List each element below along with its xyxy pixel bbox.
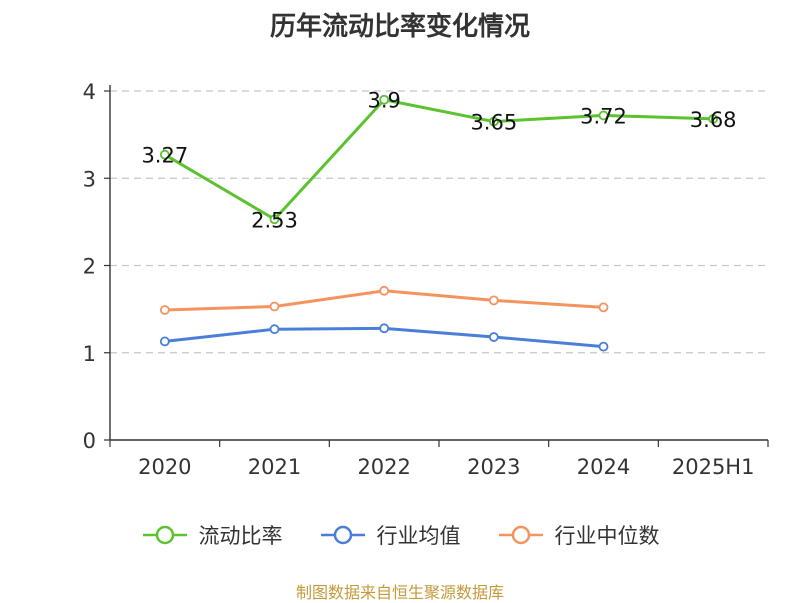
data-point[interactable] <box>488 116 499 127</box>
data-point[interactable] <box>379 323 390 334</box>
x-tick-label: 2020 <box>138 455 191 479</box>
data-label: 3.65 <box>470 111 517 135</box>
y-tick-label: 4 <box>83 80 96 104</box>
grid-lines <box>110 90 768 354</box>
y-tick-label: 2 <box>83 255 96 279</box>
legend-label: 行业中位数 <box>554 524 660 548</box>
legend-item-current-ratio[interactable]: 流动比率 <box>141 520 283 550</box>
source-note: 制图数据来自恒生聚源数据库 <box>295 583 504 602</box>
data-point[interactable] <box>708 114 719 124</box>
data-point[interactable] <box>488 295 499 306</box>
legend-label: 行业均值 <box>376 524 461 548</box>
data-point[interactable] <box>598 110 609 121</box>
data-label: 3.72 <box>580 104 627 128</box>
data-label: 3.68 <box>690 108 737 132</box>
chart-title: 历年流动比率变化情况 <box>269 12 530 42</box>
legend-item-industry-average[interactable]: 行业均值 <box>319 520 461 550</box>
data-point[interactable] <box>159 149 170 160</box>
legend-item-industry-median[interactable]: 行业中位数 <box>497 520 660 550</box>
x-tick-label: 2021 <box>248 455 301 479</box>
y-tick-label: 1 <box>83 342 96 366</box>
data-point[interactable] <box>379 94 390 105</box>
data-point[interactable] <box>379 285 390 296</box>
y-tick-label: 0 <box>83 429 96 453</box>
data-point[interactable] <box>598 302 609 313</box>
axes: 0 1 2 3 4 2020 2021 2022 2023 2024 2025H1 <box>83 80 769 479</box>
data-point[interactable] <box>159 336 170 347</box>
data-label: 2.53 <box>251 208 298 232</box>
data-labels: 3.27 2.53 3.9 3.65 3.72 3.68 <box>141 89 736 233</box>
y-tick-label: 3 <box>83 167 96 191</box>
data-label: 3.27 <box>141 144 188 168</box>
legend-marker-blue <box>320 525 365 545</box>
x-tick-label: 2022 <box>357 455 410 479</box>
series-line-0 <box>164 98 714 221</box>
data-point[interactable] <box>598 341 609 352</box>
data-point[interactable] <box>269 214 280 225</box>
data-point[interactable] <box>269 301 280 312</box>
legend-label: 流动比率 <box>198 524 283 548</box>
legend: 流动比率 行业均值 行业中位数 <box>0 520 800 550</box>
series-group <box>159 94 719 352</box>
x-tick-label: 2024 <box>577 455 630 479</box>
legend-marker-orange <box>498 525 543 545</box>
data-point[interactable] <box>269 324 280 335</box>
data-point[interactable] <box>159 305 170 315</box>
data-point[interactable] <box>488 332 499 342</box>
legend-marker-green <box>142 525 187 545</box>
x-tick-label: 2023 <box>467 455 520 479</box>
data-label: 3.9 <box>367 89 400 113</box>
x-tick-label: 2025H1 <box>672 455 755 479</box>
